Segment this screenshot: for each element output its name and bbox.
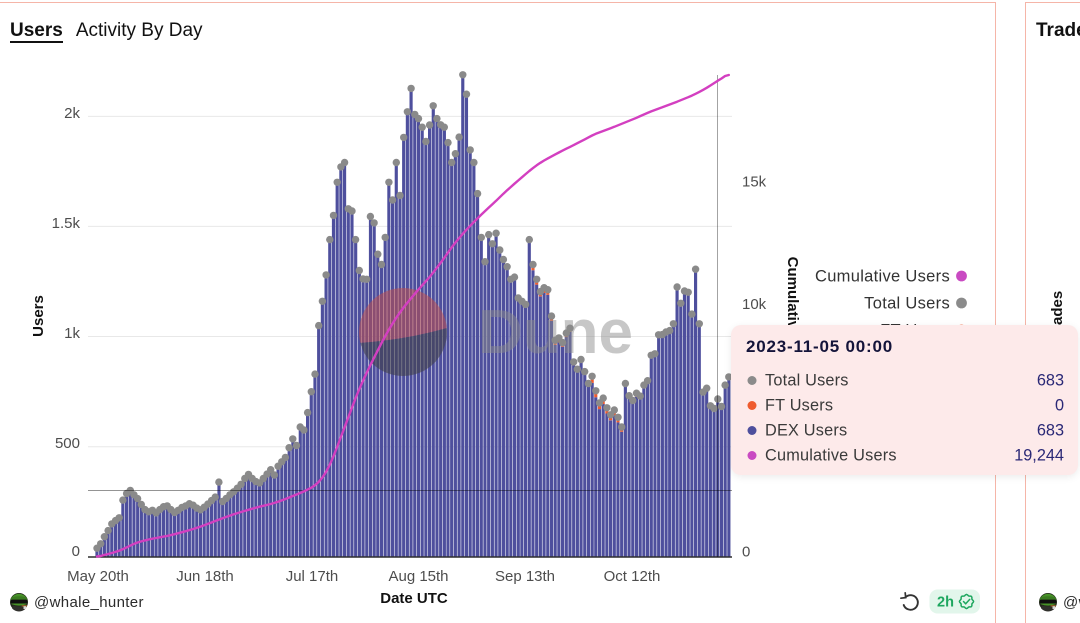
svg-text:Dune: Dune [478,298,633,367]
svg-text:@wha: @wha [1063,594,1080,611]
svg-text:Date UTC: Date UTC [380,590,448,607]
svg-text:500: 500 [55,435,80,452]
svg-text:Aug 15th: Aug 15th [388,568,448,585]
svg-text:FT Users: FT Users [765,397,833,415]
svg-text:19,244: 19,244 [1014,447,1064,465]
svg-text:Sep 13th: Sep 13th [495,568,555,585]
svg-text:Total Users: Total Users [864,295,950,313]
svg-text:0: 0 [742,544,750,561]
svg-text:2h: 2h [937,595,954,611]
svg-text:683: 683 [1037,422,1064,440]
svg-text:Jun 18th: Jun 18th [176,568,234,585]
svg-text:Cumulative Users: Cumulative Users [815,268,950,286]
svg-text:683: 683 [1037,372,1064,390]
svg-text:@whale_hunter: @whale_hunter [34,594,144,611]
svg-text:0: 0 [72,543,80,560]
svg-text:1.5k: 1.5k [52,215,81,232]
svg-text:1k: 1k [64,325,80,342]
svg-text:May 20th: May 20th [67,568,129,585]
svg-text:Cumulative Users: Cumulative Users [765,447,897,465]
svg-text:Total Users: Total Users [765,372,849,390]
svg-text:0: 0 [1055,397,1064,415]
svg-text:10k: 10k [742,296,767,313]
svg-text:2k: 2k [64,105,80,122]
svg-text:Jul 17th: Jul 17th [286,568,339,585]
svg-text:DEX Users: DEX Users [765,422,847,440]
svg-text:15k: 15k [742,174,767,191]
svg-text:Oct 12th: Oct 12th [604,568,661,585]
svg-text:Users: Users [30,295,47,337]
